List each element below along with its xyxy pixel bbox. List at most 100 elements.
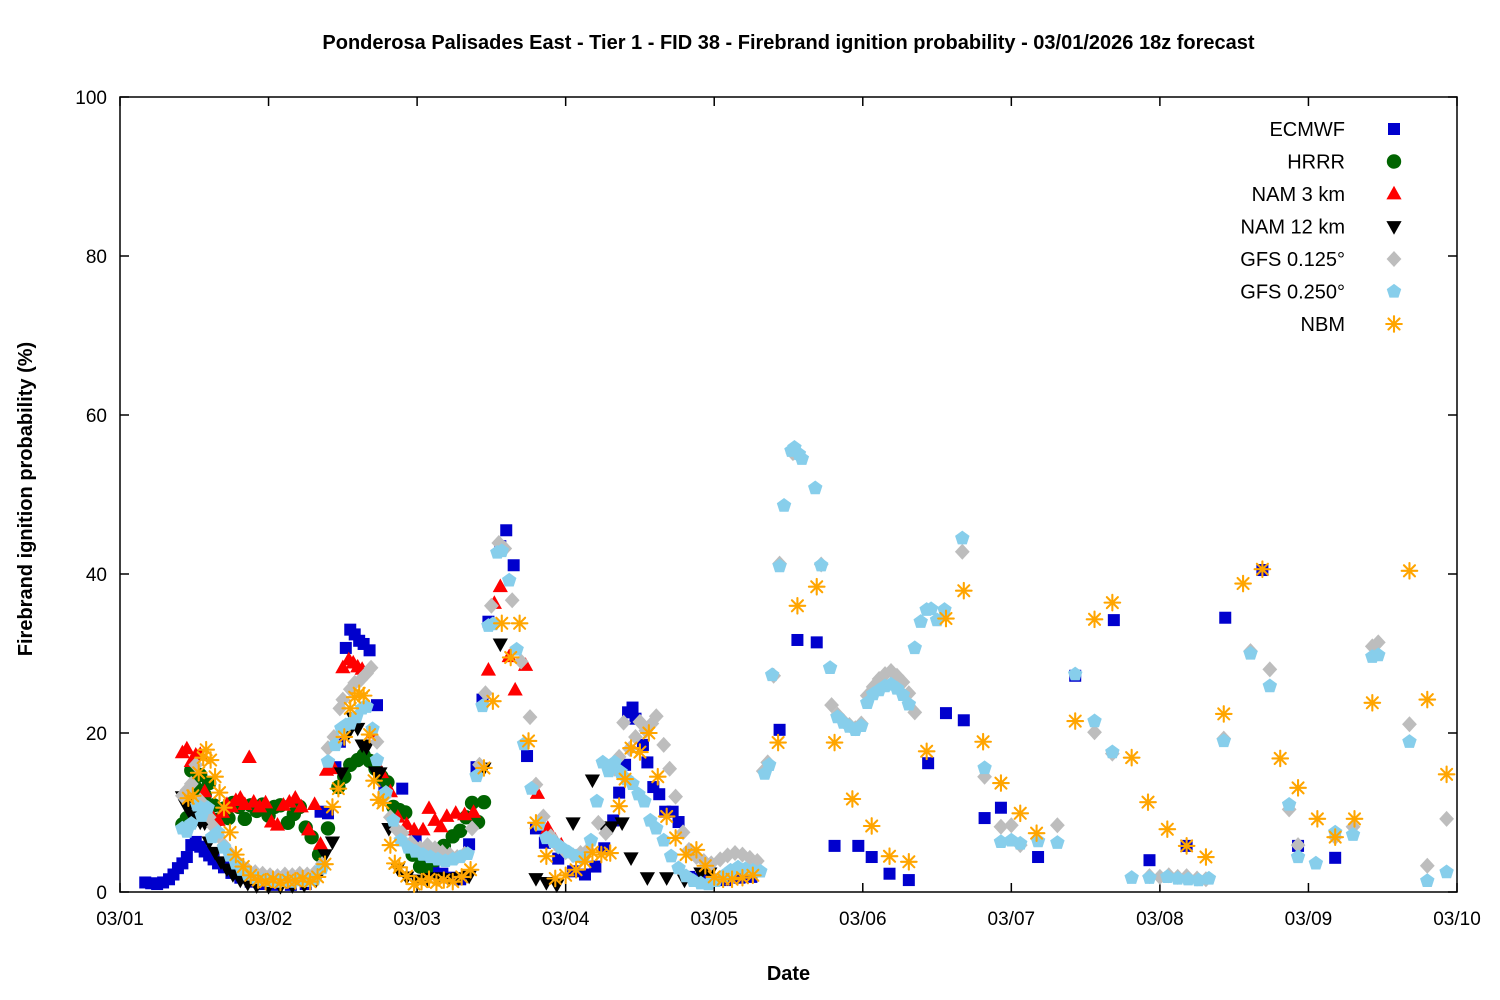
data-point (210, 824, 226, 839)
data-point (761, 757, 777, 771)
asterisk-spoke (1291, 781, 1305, 795)
data-point (371, 699, 384, 712)
asterisk-spoke (521, 734, 536, 748)
data-point (1388, 123, 1400, 135)
legend-label: NAM 12 km (1241, 217, 1345, 239)
data-point (500, 524, 513, 537)
asterisk-spoke (1217, 707, 1231, 721)
asterisk-spoke (504, 650, 518, 665)
data-point (507, 559, 520, 572)
asterisk-spoke (1347, 812, 1362, 826)
asterisk-spoke (957, 584, 971, 598)
asterisk-spoke (603, 846, 617, 860)
data-point (723, 870, 741, 889)
series-gfs-0-125- (174, 445, 1455, 888)
asterisk-spoke (559, 868, 573, 882)
data-point (394, 825, 410, 842)
data-point (1214, 705, 1233, 723)
data-point (637, 793, 652, 808)
y-tick-label: 100 (75, 88, 107, 109)
data-point (521, 750, 534, 763)
y-tick-label: 20 (86, 724, 107, 745)
data-point (974, 732, 992, 751)
data-point (589, 860, 602, 873)
data-point (954, 543, 970, 560)
data-point (333, 767, 349, 781)
data-point (656, 832, 671, 847)
asterisk-spoke (400, 869, 414, 883)
asterisk-spoke (633, 745, 647, 759)
asterisk-spoke (318, 857, 332, 871)
data-point (465, 804, 482, 818)
asterisk-spoke (725, 872, 739, 886)
x-tick-label: 03/09 (1285, 909, 1333, 930)
data-point (601, 844, 620, 862)
data-point (1371, 647, 1386, 662)
data-point (213, 856, 229, 870)
plot-border (119, 96, 1458, 893)
x-axis-label: Date (766, 963, 811, 985)
data-point (578, 868, 591, 881)
x-tick-label: 03/05 (690, 909, 738, 930)
data-point (1386, 154, 1402, 169)
data-point (339, 641, 352, 654)
asterisk-spoke (1087, 612, 1102, 626)
data-point (1107, 614, 1120, 627)
legend-label: HRRR (1287, 152, 1345, 174)
data-point (743, 866, 762, 885)
data-point (1364, 638, 1380, 655)
data-point (184, 816, 199, 830)
data-point (663, 848, 679, 863)
asterisk-spoke (288, 874, 302, 888)
asterisk-spoke (1328, 830, 1342, 844)
data-point (463, 838, 476, 851)
data-point (492, 638, 508, 653)
data-point (510, 614, 529, 633)
data-point (324, 836, 341, 851)
data-point (1290, 849, 1306, 864)
data-point (1329, 851, 1342, 864)
data-point (993, 818, 1009, 835)
data-point (607, 754, 622, 769)
data-point (293, 798, 309, 813)
asterisk-spoke (902, 855, 916, 869)
data-point (610, 797, 629, 815)
data-point (753, 863, 768, 878)
x-tick-label: 03/04 (542, 909, 590, 930)
data-point (492, 614, 511, 633)
data-point (955, 530, 970, 545)
data-point (1439, 864, 1454, 879)
y-tick-label: 40 (86, 565, 107, 586)
asterisk-spoke (212, 786, 227, 800)
data-point (369, 752, 385, 767)
legend-entry-nam-12-km: NAM 12 km (1241, 217, 1402, 239)
data-point (865, 851, 878, 864)
data-point (1253, 560, 1272, 579)
data-point (1219, 611, 1232, 624)
x-tick-label: 03/07 (988, 909, 1036, 930)
data-point (733, 868, 752, 887)
data-point (653, 788, 666, 801)
data-point (552, 852, 565, 865)
data-point (1386, 251, 1402, 267)
data-point (1124, 870, 1139, 884)
data-point (1011, 804, 1030, 823)
data-point (183, 786, 202, 805)
asterisk-spoke (1310, 812, 1324, 826)
asterisk-spoke (192, 766, 206, 780)
data-point (529, 785, 546, 799)
data-point (485, 616, 501, 631)
data-point (852, 839, 865, 852)
asterisk-spoke (1199, 850, 1213, 864)
data-point (174, 787, 190, 804)
data-point (494, 543, 510, 558)
asterisk-spoke (407, 877, 421, 891)
data-point (537, 847, 556, 866)
data-point (1418, 690, 1437, 709)
data-point (977, 760, 992, 775)
asterisk-spoke (771, 735, 785, 750)
asterisk-spoke (296, 871, 310, 886)
asterisk-spoke (477, 761, 491, 775)
data-point (321, 807, 334, 820)
data-point (794, 451, 810, 465)
